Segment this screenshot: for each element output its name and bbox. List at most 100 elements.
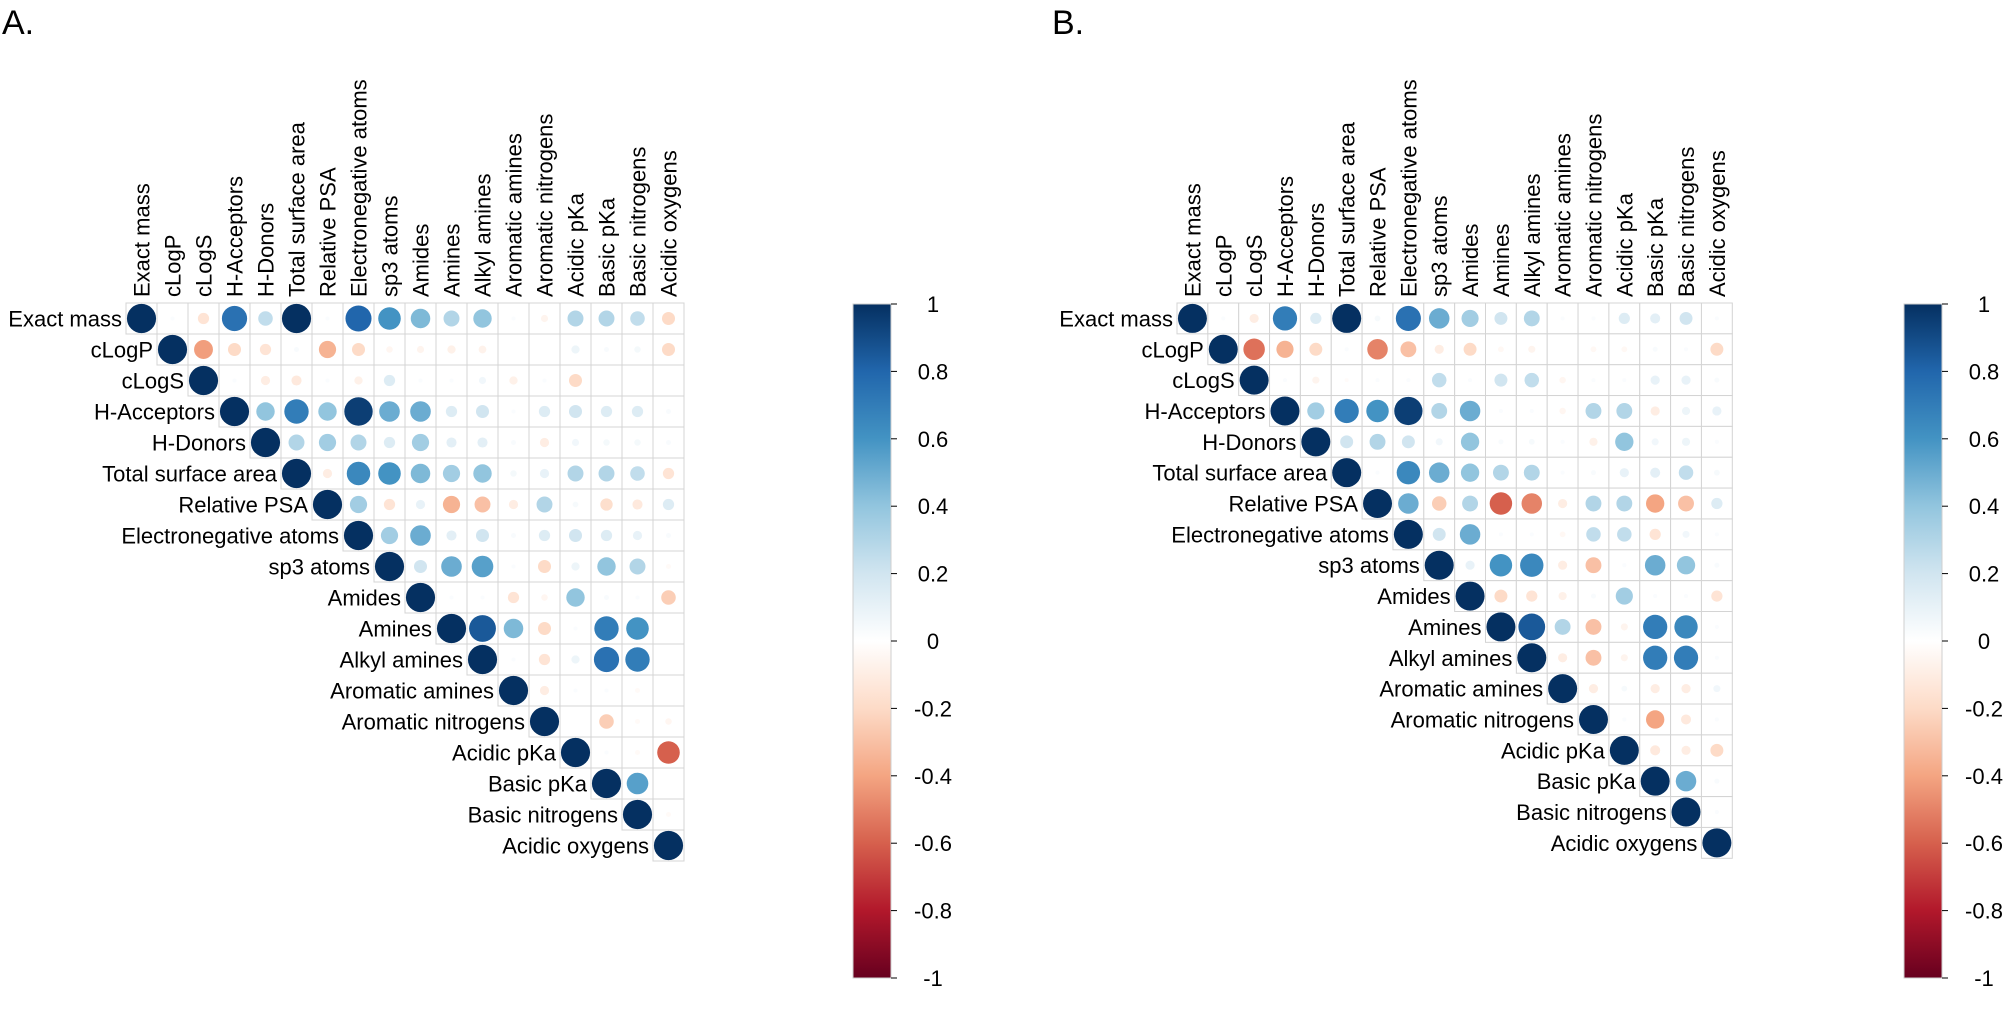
grid-cell	[652, 364, 685, 397]
column-label: Acidic pKa	[564, 192, 589, 297]
column-label: Aromatic amines	[1551, 133, 1576, 297]
corr-circle-1-3	[1249, 313, 1259, 324]
colorbar-tick-label: 0.6	[918, 427, 949, 452]
corr-circle-4-15	[568, 404, 583, 419]
corr-circle-2-14	[1590, 346, 1597, 353]
corr-circle-10-16	[1653, 594, 1658, 599]
corr-circle-8-18	[1714, 532, 1719, 537]
column-label: Total surface area	[1335, 121, 1360, 297]
corr-circle-3-11	[1494, 373, 1508, 387]
corr-circle-8-12	[1529, 532, 1534, 537]
corr-circle-2-3	[194, 340, 213, 359]
corr-circle-7-13	[1558, 498, 1568, 509]
corr-circle-9-14	[1585, 557, 1602, 574]
corr-circle-7-8	[1398, 493, 1419, 514]
panel-b-row-labels: Exact mass cLogP cLogS H-Acceptors H-Donors T…	[1059, 306, 1697, 855]
colorbar-tick-label: -0.8	[914, 899, 952, 924]
corr-circle-1-16	[1650, 313, 1661, 324]
corr-circle-7-15	[572, 501, 579, 508]
colorbar-tick-label: -0.6	[914, 831, 952, 856]
corr-circle-2-5	[259, 343, 272, 356]
row-label: Basic nitrogens	[468, 803, 618, 828]
corr-circle-1-10	[1461, 309, 1479, 328]
corr-circle-12-15	[1620, 654, 1628, 662]
corr-circle-4-14	[1585, 403, 1602, 419]
corr-circle-10-10	[405, 582, 436, 613]
colorbar-tick-label: 0.8	[918, 359, 949, 384]
row-label: Basic pKa	[488, 772, 588, 797]
corr-circle-2-15	[571, 345, 580, 354]
corr-circle-14-14	[1578, 704, 1608, 734]
corr-circle-15-16	[604, 750, 609, 755]
corr-circle-1-10	[410, 308, 431, 329]
corr-circle-3-15	[568, 373, 583, 388]
corr-circle-6-17	[630, 466, 645, 481]
corr-circle-2-16	[603, 346, 610, 353]
corr-circle-10-18	[1711, 590, 1723, 602]
corr-circle-1-5	[1310, 312, 1322, 325]
corr-circle-2-12	[478, 345, 487, 354]
grid-cell	[1299, 302, 1332, 335]
corr-circle-5-9	[383, 436, 396, 449]
row-label: Aromatic nitrogens	[1391, 707, 1574, 732]
grid-cell	[1577, 302, 1610, 335]
corr-circle-6-18	[1713, 469, 1720, 476]
corr-circle-11-15	[573, 626, 578, 631]
corr-circle-1-15	[567, 310, 584, 327]
corr-circle-1-14	[540, 314, 549, 323]
corr-circle-8-12	[475, 528, 490, 543]
corr-circle-4-18	[1712, 406, 1722, 416]
colorbar-tick-label: 0	[1978, 629, 1990, 654]
corr-circle-1-5	[258, 311, 273, 326]
corr-circle-6-16	[1650, 467, 1661, 478]
corr-circle-6-8	[1396, 460, 1421, 485]
corr-circle-3-5	[260, 375, 271, 386]
corr-circle-13-13	[1548, 674, 1578, 704]
corr-circle-9-17	[1676, 556, 1696, 575]
corr-circle-2-7	[318, 340, 337, 359]
row-label: Amines	[1408, 615, 1481, 640]
corr-circle-1-18	[661, 311, 676, 326]
corr-circle-6-10	[410, 463, 431, 484]
corr-circle-1-15	[1618, 312, 1630, 325]
corr-circle-6-6	[281, 458, 312, 489]
column-label: Basic pKa	[1643, 197, 1668, 297]
colorbar-gradient	[852, 303, 892, 979]
corr-circle-7-15	[1616, 495, 1633, 512]
corr-circle-1-13	[511, 316, 516, 321]
corr-circle-3-10	[418, 378, 423, 383]
corr-circle-6-10	[1460, 463, 1480, 482]
colorbar-tick-label: 0.8	[1969, 359, 2000, 384]
corr-circle-6-9	[1428, 462, 1450, 483]
corr-circle-4-9	[1431, 403, 1448, 419]
corr-circle-6-7	[322, 468, 333, 479]
corr-circle-5-17	[634, 439, 641, 446]
corr-circle-3-9	[1431, 372, 1447, 388]
corr-circle-4-5	[1307, 402, 1325, 420]
corr-circle-5-6	[1340, 435, 1354, 449]
corr-circle-13-13	[498, 675, 529, 706]
corr-circle-5-8	[350, 434, 367, 451]
corr-circle-2-12	[1528, 345, 1536, 353]
corr-circle-3-3	[1239, 365, 1269, 395]
column-label: sp3 atoms	[378, 196, 403, 298]
corr-circle-9-15	[571, 562, 580, 571]
colorbar-tick-label: -1	[1974, 966, 1994, 991]
corr-circle-7-8	[349, 495, 368, 514]
column-label: H-Acceptors	[1273, 176, 1298, 297]
corr-circle-8-14	[1586, 527, 1601, 542]
corr-circle-11-11	[436, 613, 467, 644]
corr-circle-9-15	[1622, 563, 1627, 568]
corr-circle-6-11	[1492, 464, 1509, 481]
column-label: Aromatic nitrogens	[533, 114, 558, 297]
corr-circle-4-16	[600, 405, 613, 418]
corr-circle-10-11	[449, 595, 454, 600]
corr-circle-5-16	[603, 439, 610, 446]
corr-circle-10-14	[1590, 593, 1596, 599]
corr-circle-7-17	[1678, 495, 1694, 512]
corr-circle-3-4	[232, 378, 237, 383]
corr-circle-1-9	[1428, 308, 1450, 329]
corr-circle-9-12	[471, 555, 494, 578]
grid-cell	[528, 302, 561, 335]
corr-circle-10-13	[1558, 591, 1567, 601]
